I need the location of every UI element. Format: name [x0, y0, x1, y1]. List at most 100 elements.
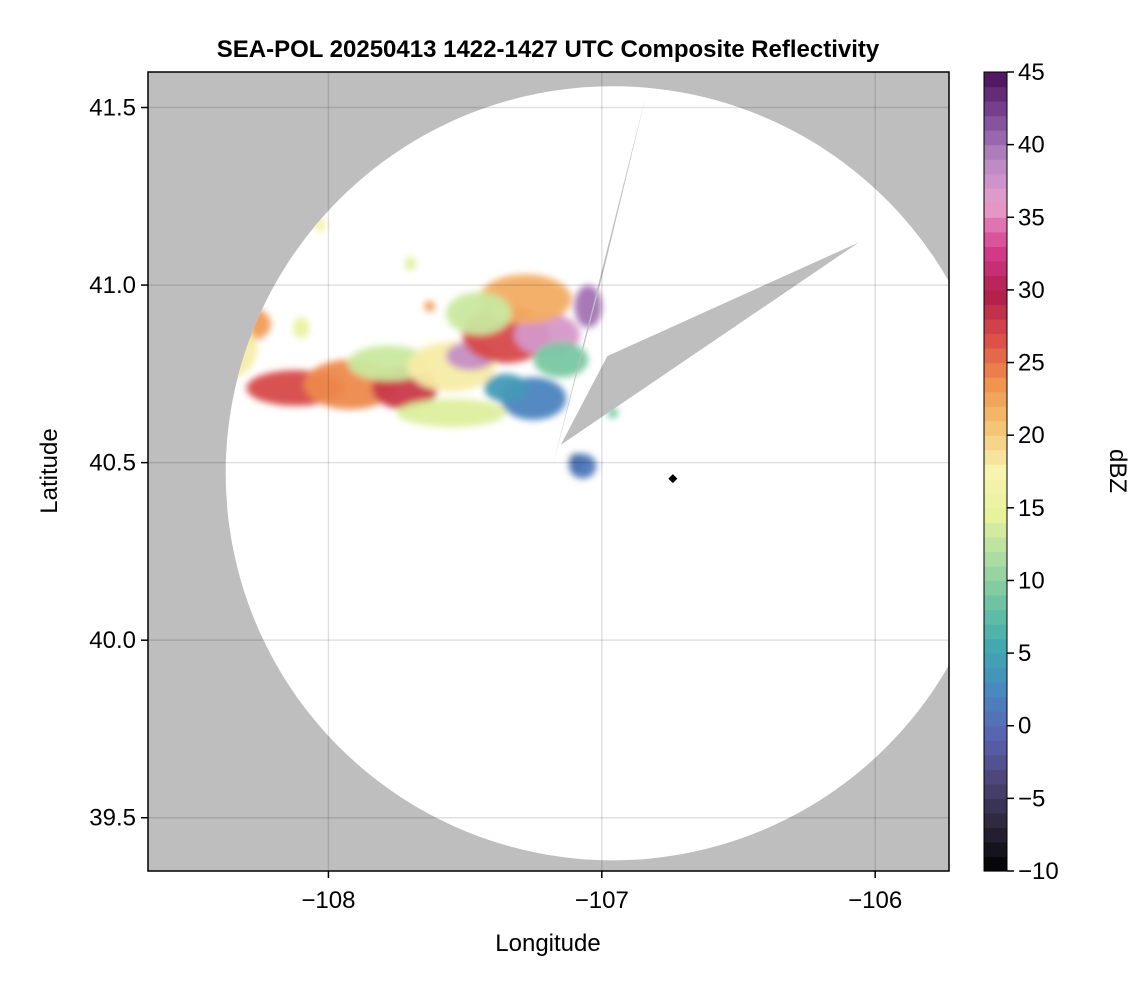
colorbar-tick-label-8: 30	[1018, 277, 1045, 304]
colorbar: −10 −5 0 5 10 15 20 25 30 35 40 45 dBZ	[983, 59, 1131, 885]
colorbar-segment-7	[984, 754, 1007, 770]
colorbar-segment-25	[984, 493, 1007, 509]
colorbar-segment-32	[984, 391, 1007, 407]
colorbar-segment-6	[984, 769, 1007, 785]
colorbar-segment-52	[984, 101, 1007, 117]
colorbar-segment-30	[984, 420, 1007, 436]
echo-cell-16	[533, 341, 589, 378]
colorbar-segment-0	[984, 856, 1007, 872]
colorbar-tick-label-0: −10	[1018, 858, 1059, 885]
echo-cell-23	[292, 317, 310, 339]
colorbar-segment-31	[984, 406, 1007, 422]
colorbar-segment-26	[984, 478, 1007, 494]
echo-cell-18	[484, 373, 528, 403]
y-tick-label-1: 40.0	[89, 627, 136, 654]
radar-coverage-disk	[225, 86, 949, 861]
colorbar-tick-label-7: 25	[1018, 350, 1045, 377]
colorbar-segment-50	[984, 130, 1007, 146]
colorbar-segment-44	[984, 217, 1007, 233]
colorbar-segment-4	[984, 798, 1007, 814]
colorbar-segment-13	[984, 667, 1007, 683]
y-tick-label-4: 41.5	[89, 95, 136, 122]
colorbar-segment-1	[984, 841, 1007, 858]
colorbar-segment-27	[984, 464, 1007, 480]
colorbar-segment-15	[984, 638, 1007, 654]
colorbar-segment-38	[984, 304, 1007, 320]
echo-cell-15	[445, 292, 512, 335]
colorbar-segment-2	[984, 827, 1007, 843]
colorbar-label: dBZ	[1104, 449, 1131, 493]
colorbar-segment-48	[984, 159, 1007, 175]
blocked-sector-northeast	[560, 242, 859, 445]
colorbar-segment-29	[984, 435, 1007, 451]
colorbar-segment-36	[984, 333, 1007, 349]
colorbar-segment-16	[984, 624, 1007, 640]
colorbar-tick-label-2: 0	[1018, 713, 1031, 740]
colorbar-segment-39	[984, 289, 1007, 306]
y-axis-ticks: 39.5 40.0 40.5 41.0 41.5	[89, 95, 148, 832]
y-axis-label: Latitude	[36, 428, 63, 513]
colorbar-segment-22	[984, 536, 1007, 552]
colorbar-segment-54	[984, 72, 1007, 88]
colorbar-segment-12	[984, 682, 1007, 698]
colorbar-segment-28	[984, 449, 1007, 465]
colorbar-segment-42	[984, 246, 1007, 262]
colorbar-segment-3	[984, 812, 1007, 829]
colorbar-segment-23	[984, 522, 1007, 538]
colorbar-segments	[984, 72, 1007, 872]
x-tick-label-0: −108	[301, 887, 355, 914]
chart-title: SEA-POL 20250413 1422-1427 UTC Composite…	[217, 36, 880, 63]
echo-cell-13	[574, 285, 602, 328]
colorbar-segment-11	[984, 696, 1007, 712]
colorbar-segment-19	[984, 580, 1007, 596]
colorbar-segment-20	[984, 565, 1007, 582]
colorbar-segment-49	[984, 144, 1007, 160]
colorbar-segment-21	[984, 551, 1007, 567]
colorbar-segment-35	[984, 348, 1007, 364]
colorbar-segment-17	[984, 609, 1007, 625]
colorbar-segment-46	[984, 188, 1007, 204]
grid-lines	[148, 72, 949, 871]
colorbar-tick-label-10: 40	[1018, 132, 1045, 159]
colorbar-tick-label-4: 10	[1018, 567, 1045, 594]
colorbar-segment-40	[984, 275, 1007, 291]
colorbar-tick-label-9: 35	[1018, 204, 1045, 231]
x-axis-label: Longitude	[495, 930, 600, 957]
colorbar-segment-34	[984, 362, 1007, 378]
colorbar-segment-8	[984, 740, 1007, 756]
echo-cell-21	[424, 301, 436, 312]
colorbar-ticks: −10 −5 0 5 10 15 20 25 30 35 40 45	[1007, 59, 1059, 885]
colorbar-segment-18	[984, 594, 1007, 611]
colorbar-tick-label-11: 45	[1018, 59, 1045, 86]
x-tick-label-2: −106	[848, 887, 902, 914]
colorbar-segment-33	[984, 377, 1007, 393]
colorbar-segment-51	[984, 115, 1007, 131]
colorbar-tick-label-6: 20	[1018, 422, 1045, 449]
colorbar-tick-label-1: −5	[1018, 785, 1045, 812]
y-tick-label-2: 40.5	[89, 450, 136, 477]
echo-cell-7	[396, 398, 507, 428]
colorbar-segment-41	[984, 260, 1007, 276]
x-tick-label-1: −107	[575, 887, 629, 914]
colorbar-segment-45	[984, 202, 1007, 218]
plot-frame	[147, 71, 950, 872]
colorbar-tick-label-3: 5	[1018, 640, 1031, 667]
echo-cell-20	[569, 453, 597, 479]
colorbar-segment-9	[984, 725, 1007, 741]
colorbar-segment-47	[984, 173, 1007, 189]
colorbar-tick-label-5: 15	[1018, 495, 1045, 522]
colorbar-segment-43	[984, 231, 1007, 247]
y-tick-label-3: 41.0	[89, 272, 136, 299]
colorbar-segment-14	[984, 653, 1007, 669]
colorbar-segment-53	[984, 86, 1007, 102]
plot-area	[148, 72, 949, 871]
x-axis-ticks: −108 −107 −106	[301, 871, 902, 914]
colorbar-segment-24	[984, 507, 1007, 523]
site-marker	[668, 474, 678, 484]
colorbar-segment-10	[984, 711, 1007, 727]
colorbar-segment-37	[984, 318, 1007, 335]
colorbar-frame	[983, 71, 1008, 872]
colorbar-segment-5	[984, 783, 1007, 799]
y-tick-label-0: 39.5	[89, 805, 136, 832]
